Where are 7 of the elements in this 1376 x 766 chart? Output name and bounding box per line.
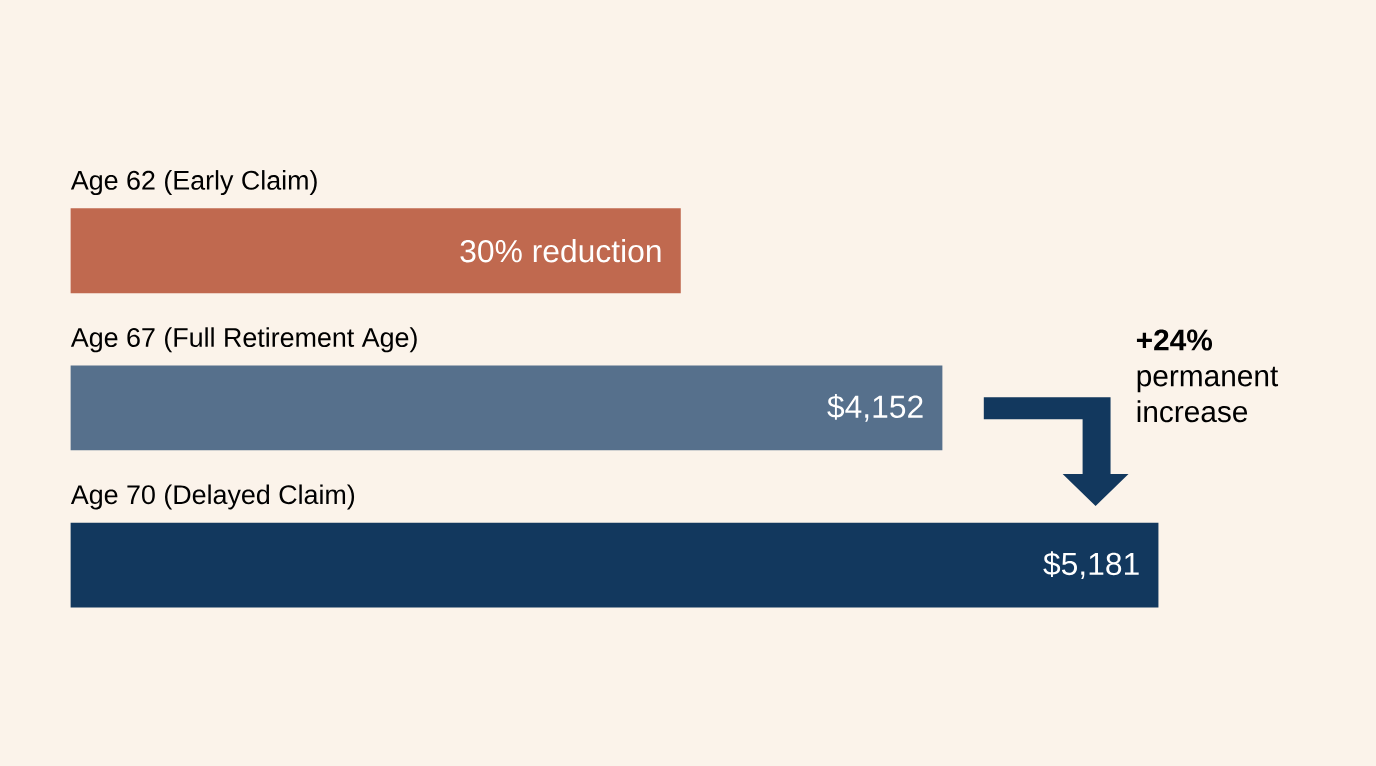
annotation: +24% permanent increase	[1136, 329, 1279, 423]
data-label: $4,152	[827, 393, 923, 422]
y-tick-label: Age 67 (Full Retirement Age)	[70, 327, 417, 353]
data-label: $5,181	[1043, 551, 1139, 579]
y-tick-label: Age 62 (Early Claim)	[70, 169, 317, 195]
y-tick-label: Age 70 (Delayed Claim)	[70, 484, 355, 510]
annotation: 30% reduction	[460, 238, 661, 263]
